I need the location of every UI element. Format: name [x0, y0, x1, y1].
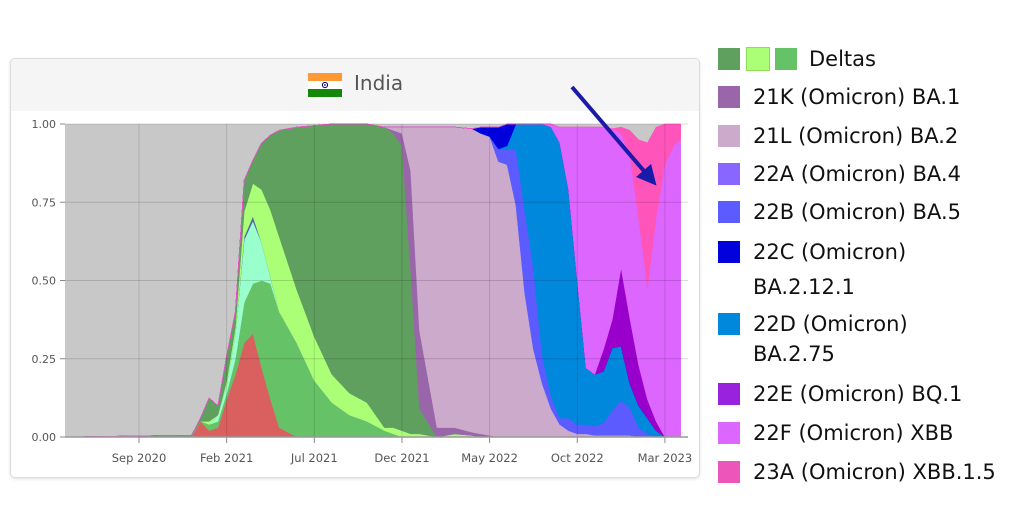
legend-label: 23A (Omicron) XBB.1.5 [753, 460, 996, 484]
legend-swatch [718, 86, 740, 108]
x-tick-label: Oct 2022 [551, 451, 604, 465]
india-flag-icon [308, 73, 342, 97]
legend-swatch [718, 163, 740, 185]
legend-label: 22B (Omicron) BA.5 [753, 200, 962, 224]
legend-label: 22C (Omicron) [753, 240, 907, 264]
legend-swatch [745, 47, 770, 71]
x-tick-label: Dec 2021 [374, 451, 429, 465]
x-tick-label: Feb 2021 [200, 451, 253, 465]
legend-label: 21L (Omicron) BA.2 [753, 124, 959, 148]
legend-label: 22A (Omicron) BA.4 [753, 162, 961, 186]
legend-swatch [718, 422, 740, 444]
legend-label: 21K (Omicron) BA.1 [753, 85, 961, 109]
x-tick-label: May 2022 [461, 451, 518, 465]
chart-title: India [354, 71, 404, 95]
area-23A [65, 123, 681, 438]
legend-swatch [718, 201, 740, 223]
legend-label-continued: BA.2.75 [753, 342, 835, 366]
y-tick-label: 0.25 [32, 353, 57, 366]
legend-label: 22E (Omicron) BQ.1 [753, 382, 963, 406]
legend-label: 22D (Omicron) [753, 312, 908, 336]
legend-swatch [718, 125, 740, 147]
legend-label: Deltas [809, 47, 876, 71]
x-tick-label: Jul 2021 [290, 451, 338, 465]
y-tick-label: 0.00 [32, 431, 57, 444]
legend-swatch [718, 461, 740, 483]
legend-swatch [718, 241, 740, 263]
y-tick-label: 0.50 [32, 275, 57, 288]
legend-swatch [718, 383, 740, 405]
y-tick-label: 1.00 [32, 118, 57, 131]
y-tick-label: 0.75 [32, 196, 57, 209]
x-tick-label: Mar 2023 [638, 451, 693, 465]
x-tick-label: Sep 2020 [112, 451, 167, 465]
legend-swatch [775, 48, 797, 70]
legend-label: 22F (Omicron) XBB [753, 421, 954, 445]
legend-label-continued: BA.2.12.1 [753, 275, 855, 299]
annotation-arrow [570, 85, 657, 186]
chart-header: India [11, 59, 699, 111]
legend-swatch [718, 313, 740, 335]
legend-swatch [718, 48, 740, 70]
